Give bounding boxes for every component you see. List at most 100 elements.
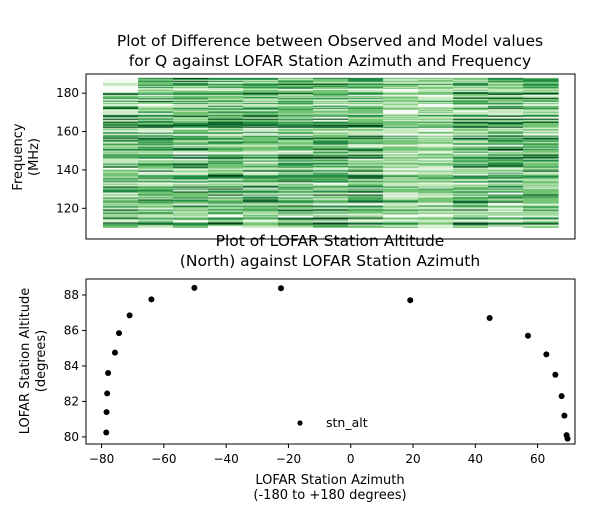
heatmap-cell — [488, 141, 524, 144]
heatmap-cell — [313, 207, 349, 209]
heatmap-cell — [103, 116, 139, 119]
heatmap-cell — [418, 164, 454, 167]
scatter-point — [543, 351, 550, 358]
heatmap-cell — [348, 96, 384, 99]
heatmap-cell — [208, 135, 244, 138]
heatmap-cell — [278, 109, 314, 112]
heatmap-cell — [103, 89, 139, 92]
heatmap-cell — [418, 111, 454, 114]
heatmap-cell — [383, 106, 419, 109]
heatmap-cell — [103, 124, 139, 127]
heatmap-cell — [243, 120, 279, 123]
heatmap-cell — [208, 148, 244, 151]
heatmap-cell — [523, 154, 559, 157]
heatmap-cell — [173, 144, 209, 147]
heatmap-cell — [488, 201, 524, 203]
heatmap-cell — [488, 145, 524, 148]
heatmap-cell — [138, 131, 174, 134]
scatter-point — [191, 284, 198, 291]
heatmap-cell — [418, 125, 454, 128]
heatmap-cell — [243, 215, 279, 217]
heatmap-cell — [208, 171, 244, 174]
heatmap-cell — [453, 85, 489, 88]
heatmap-cell — [103, 85, 139, 88]
heatmap-cell — [313, 194, 349, 196]
heatmap-cell — [173, 162, 209, 165]
heatmap-cell — [243, 148, 279, 151]
heatmap-cell — [523, 122, 559, 125]
heatmap-cell — [173, 111, 209, 114]
heatmap-cell — [453, 188, 489, 190]
heatmap-cell — [103, 225, 139, 227]
scatter-ylabel-line-2: (degrees) — [34, 330, 49, 392]
heatmap-cell — [243, 111, 279, 114]
heatmap-cell — [243, 220, 279, 222]
heatmap-cell — [278, 78, 314, 81]
heatmap-cell — [103, 101, 139, 104]
heatmap-cell — [453, 145, 489, 148]
heatmap-cell — [418, 200, 454, 202]
heatmap-cell — [208, 109, 244, 112]
heatmap-cell — [173, 165, 209, 168]
heatmap-cell — [488, 187, 524, 189]
heatmap-cell — [208, 216, 244, 218]
heatmap-cell — [418, 99, 454, 102]
heatmap-cell — [173, 116, 209, 119]
heatmap-cell — [173, 202, 209, 204]
heatmap-cell — [348, 84, 384, 87]
heatmap-cell — [208, 78, 244, 81]
heatmap-cell — [348, 209, 384, 211]
heatmap-cell — [418, 177, 454, 179]
heatmap-cell — [418, 180, 454, 182]
heatmap-cell — [488, 114, 524, 117]
heatmap-cell — [243, 119, 279, 122]
heatmap-cell — [103, 113, 139, 116]
heatmap-cell — [243, 139, 279, 142]
heatmap-cell — [138, 188, 174, 190]
heatmap-cell — [453, 226, 489, 228]
heatmap-cell — [383, 77, 419, 80]
heatmap-cell — [523, 219, 559, 221]
heatmap-cell — [348, 137, 384, 140]
heatmap-cell — [138, 97, 174, 100]
heatmap-cell — [313, 156, 349, 159]
heatmap-cell — [313, 87, 349, 90]
heatmap-cell — [103, 131, 139, 134]
heatmap-cell — [103, 142, 139, 145]
heatmap-cell — [383, 105, 419, 108]
heatmap-cell — [348, 160, 384, 163]
heatmap-cell — [523, 204, 559, 206]
heatmap-cell — [138, 89, 174, 92]
heatmap-cell — [488, 104, 524, 107]
heatmap-cell — [278, 116, 314, 119]
heatmap-cell — [278, 85, 314, 88]
heatmap-cell — [208, 213, 244, 215]
heatmap-cell — [348, 149, 384, 152]
heatmap-cell — [278, 215, 314, 217]
heatmap-cell — [173, 203, 209, 205]
heatmap-cell — [278, 93, 314, 96]
heatmap-cell — [278, 216, 314, 218]
heatmap-cell — [383, 198, 419, 200]
heatmap-cell — [243, 77, 279, 80]
heatmap-cell — [103, 223, 139, 225]
heatmap-cell — [488, 117, 524, 120]
heatmap-cell — [523, 203, 559, 205]
heatmap-cell — [488, 130, 524, 133]
heatmap-cell — [488, 199, 524, 201]
heatmap-cell — [278, 159, 314, 162]
heatmap-cell — [103, 137, 139, 140]
heatmap-cell — [138, 202, 174, 204]
heatmap-cell — [138, 194, 174, 196]
heatmap-cell — [488, 173, 524, 176]
heatmap-cell — [348, 89, 384, 92]
heatmap-cell — [453, 107, 489, 110]
heatmap-cell — [383, 206, 419, 208]
heatmap-cell — [348, 100, 384, 103]
heatmap-cell — [348, 116, 384, 119]
heatmap-cell — [278, 184, 314, 186]
heatmap-cell — [313, 123, 349, 126]
heatmap-cell — [348, 180, 384, 182]
scatter-x-ticks: −80 −60 −40 −20 0 20 40 60 — [89, 444, 545, 466]
